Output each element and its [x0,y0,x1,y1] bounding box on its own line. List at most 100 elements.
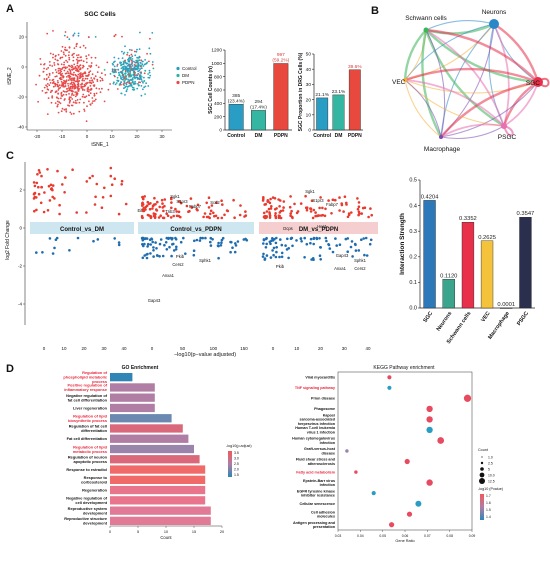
tsne-legend-swatch [176,80,180,85]
tsne-point [47,67,50,69]
volcano-point-up [203,212,207,215]
tsne-point [71,65,74,68]
tsne-point [67,85,70,87]
tsne-point [112,82,115,85]
tsne-point [52,56,54,59]
tsne-point [136,64,139,66]
tsne-point [57,81,59,84]
volcano-point-up [93,203,97,206]
volcano-point-down [312,242,316,246]
network-edge [493,22,540,83]
kegg-category-label: Antigen processing and [293,521,336,525]
tsne-point [61,107,64,110]
volcano-gene-label: Pkib [176,254,185,259]
tsne-point [88,36,90,39]
volcano-point-up [85,211,88,214]
tsne-point [52,30,54,32]
volcano-x-tick-label: 30 [101,346,107,351]
tsne-point [134,74,136,77]
volcano-point-up [281,209,285,212]
tsne-point [67,87,70,89]
tsne-point [51,72,54,74]
volcano-point-up [304,206,308,209]
tsne-point [135,50,138,53]
tsne-point [60,50,63,52]
tsne-point [43,86,46,89]
tsne-point [100,72,103,75]
kegg-category-label: Fatty acid metabolism [296,470,335,474]
tsne-point [76,93,78,95]
kegg-dot [426,479,433,486]
volcano-point-down [220,238,224,242]
volcano-point-down [272,246,276,250]
volcano-point-up [350,211,353,214]
volcano-x-tick-label: 150 [240,346,248,351]
kegg-dot [406,511,413,517]
tsne-point [38,74,41,77]
volcano-point-up [149,214,152,218]
cell-counts-category-label: Control [227,133,245,139]
kegg-size-legend-dot [480,467,484,471]
tsne-point [60,97,62,100]
volcano-point-down [151,240,154,244]
tsne-point [64,80,67,83]
tsne-point [89,70,92,72]
volcano-point-up [185,204,189,208]
tsne-point [90,56,93,59]
volcano-point-up [209,212,212,216]
tsne-point [129,84,132,86]
volcano-point-up [331,198,335,202]
tsne-point [88,71,90,74]
go-bar [110,383,155,392]
tsne-point [146,52,149,55]
volcano-point-up [232,198,235,202]
tsne-point [72,56,75,59]
volcano-point-up [162,209,165,213]
kegg-title: KEGG Pathway enrichment [373,365,435,371]
network-self-loop [503,125,514,137]
volcano-point-up [33,209,36,213]
tsne-point [125,83,128,86]
network-node [533,77,543,87]
tsne-point [68,96,71,99]
tsne-point [137,77,139,79]
go-category-label: Reproductive structure [64,516,108,521]
tsne-point [88,100,90,103]
volcano-point-up [143,195,146,198]
go-category-label: apoptotic process [73,459,107,464]
volcano-strip [30,222,134,234]
volcano-point-up [356,197,359,200]
volcano-point-up [170,206,173,210]
volcano-point-up [163,198,167,201]
tsne-point [70,83,72,85]
tsne-point [151,32,154,34]
tsne-point [64,48,66,51]
volcano-point-up [323,214,327,218]
tsne-point [77,70,80,72]
volcano-point-down [300,240,303,243]
tsne-point [49,52,52,55]
volcano-point-up [141,216,144,220]
kegg-x-tick-label: 0.08 [446,534,453,538]
tsne-point [115,71,117,73]
volcano-point-down [274,255,278,259]
kegg-dot [426,416,433,423]
kegg-category-label: Graft-versus-host [304,447,336,451]
go-x-tick-label: 0 [109,530,111,534]
tsne-point [128,56,131,59]
tsne-point [64,67,67,70]
panel-letter-a: A [6,3,14,15]
volcano-point-down [152,249,155,252]
go-category-label: Negative regulation of [66,496,108,501]
tsne-point [86,77,89,80]
tsne-point [137,63,140,66]
network-edge [403,29,427,81]
tsne-point [136,67,139,70]
tsne-point [129,70,132,72]
volcano-point-down [152,255,155,258]
kegg-category-label: inhibitor resistance [301,494,335,498]
tsne-point [149,52,152,55]
tsne-point [78,110,81,113]
volcano-point-up [293,202,296,206]
tsne-point [52,78,55,81]
